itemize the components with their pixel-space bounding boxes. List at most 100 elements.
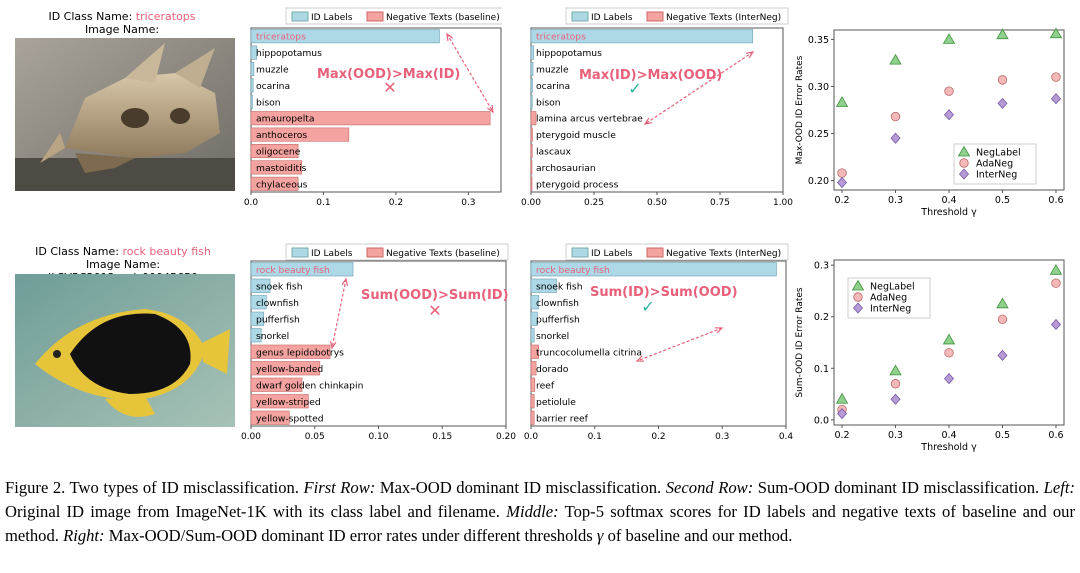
legend-label-interneg: InterNeg xyxy=(870,304,911,315)
x-tick-label: 0.2 xyxy=(834,430,849,441)
bar-category-label: triceratops xyxy=(256,32,306,43)
x-tick-label: 0.10 xyxy=(368,432,388,442)
x-tick-label: 0.3 xyxy=(461,198,475,208)
x-tick-label: 0.05 xyxy=(305,432,325,442)
y-tick-label: 0.2 xyxy=(814,312,829,323)
cross-icon: ✕ xyxy=(383,78,396,97)
bar-neg-9 xyxy=(250,176,299,191)
x-tick-label: 0.2 xyxy=(834,195,849,206)
bar-category-label: clownfish xyxy=(256,298,299,309)
point-adaneg xyxy=(944,348,954,358)
x-tick-label: 0.4 xyxy=(779,432,794,442)
point-interneg xyxy=(943,372,955,385)
bar-neg-9 xyxy=(530,410,535,425)
bar-category-label: snoek fish xyxy=(536,281,583,292)
bar-category-label: truncocolumella citrina xyxy=(536,347,642,358)
legend-swatch-id xyxy=(291,247,309,258)
caption-second-row-label: Second Row: xyxy=(665,478,754,497)
arrow-head-end xyxy=(643,117,652,125)
caption-first-row-text: Max-OOD dominant ID misclassification. xyxy=(375,478,666,497)
x-tick-label: 0.25 xyxy=(584,198,604,208)
point-interneg xyxy=(1050,318,1062,331)
bar-id-0 xyxy=(250,29,440,44)
row1-class-label: ID Class Name: xyxy=(48,10,136,23)
bar-neg-8 xyxy=(250,394,309,409)
x-tick-label: 0.6 xyxy=(1048,430,1063,441)
legend-label-neg: Negative Texts (baseline) xyxy=(386,13,500,23)
comparison-arrow xyxy=(644,51,754,125)
bar-id-4 xyxy=(250,94,253,109)
point-interneg xyxy=(836,176,848,189)
bar-legend: ID Labels Negative Texts (baseline) xyxy=(285,243,509,261)
x-tick-label: 0.6 xyxy=(1048,195,1063,206)
row2-class-value: rock beauty fish xyxy=(122,245,211,258)
bar-id-2 xyxy=(530,295,539,310)
bar-legend: ID Labels Negative Texts (InterNeg) xyxy=(565,243,789,261)
point-interneg xyxy=(943,109,955,121)
bar-neg-8 xyxy=(250,160,303,175)
bar-category-label: oligocene xyxy=(256,147,301,158)
bar-id-1 xyxy=(530,278,557,293)
bar-id-2 xyxy=(530,61,534,76)
bar-neg-9 xyxy=(530,176,533,191)
bar-category-label: hippopotamus xyxy=(536,48,602,59)
figure-caption: Figure 2. Two types of ID misclassificat… xyxy=(5,476,1075,548)
bar-id-1 xyxy=(250,45,258,60)
caption-end-text: of baseline and our method. xyxy=(603,526,793,545)
caption-left-text: Original ID image from ImageNet-1K with … xyxy=(5,502,507,521)
x-tick-label: 0.3 xyxy=(888,430,903,441)
bar-neg-7 xyxy=(250,144,299,159)
bar-id-1 xyxy=(530,45,534,60)
y-tick-label: 0.25 xyxy=(808,129,829,140)
legend-marker-adaneg xyxy=(853,292,863,302)
legend-marker-interneg xyxy=(852,302,864,314)
legend-swatch-neg xyxy=(646,247,664,258)
x-axis-label: Threshold γ xyxy=(920,442,977,453)
row2-class-line: ID Class Name: rock beauty fish xyxy=(10,245,236,258)
legend-label-id: ID Labels xyxy=(311,13,353,23)
bar-category-label: rock beauty fish xyxy=(256,265,330,276)
bar-category-label: yellow-spotted xyxy=(256,413,324,424)
y-tick-label: 0.35 xyxy=(808,35,829,46)
point-neglabel xyxy=(889,364,902,376)
y-tick-label: 0.30 xyxy=(808,82,829,93)
bar-id-4 xyxy=(530,328,535,343)
bar-category-label: yellow-striped xyxy=(256,397,321,408)
y-tick-label: 0.3 xyxy=(814,261,829,272)
legend-label-adaneg: AdaNeg xyxy=(870,293,907,304)
bar-neg-7 xyxy=(530,377,536,392)
bar-category-label: archosaurian xyxy=(536,163,596,174)
x-axis-label: Threshold γ xyxy=(920,207,977,218)
bar-id-1 xyxy=(250,278,271,293)
legend-marker-neglabel xyxy=(957,145,971,157)
bar-category-label: anthoceros xyxy=(256,130,307,141)
bar-category-label: dorado xyxy=(536,364,569,375)
arrow-head-start xyxy=(714,327,724,334)
y-tick-label: 0.1 xyxy=(814,364,829,375)
comparison-arrow xyxy=(446,33,494,113)
bar-category-label: snorkel xyxy=(256,331,289,342)
cross-icon: ✕ xyxy=(428,301,441,320)
bar-category-label: pterygoid process xyxy=(536,179,619,190)
y-tick-label: 0.20 xyxy=(808,176,829,187)
legend-swatch-id xyxy=(571,11,589,22)
bar-category-label: reef xyxy=(536,380,555,391)
bar-chart-3: ID Labels Negative Texts (baseline) rock b… xyxy=(241,243,516,442)
x-tick-label: 0.2 xyxy=(389,198,403,208)
bar-id-4 xyxy=(250,328,262,343)
bar-category-label: lascaux xyxy=(536,147,571,158)
x-tick-label: 0.5 xyxy=(995,195,1010,206)
point-neglabel xyxy=(835,96,849,107)
legend-label-neg: Negative Texts (baseline) xyxy=(386,249,500,259)
bar-neg-6 xyxy=(250,127,350,142)
legend-label-neglabel: NegLabel xyxy=(976,148,1021,159)
point-neglabel xyxy=(996,28,1009,40)
bar-neg-5 xyxy=(530,111,537,126)
point-adaneg xyxy=(1051,278,1061,288)
bar-neg-6 xyxy=(530,127,533,142)
bar-neg-7 xyxy=(250,377,303,392)
legend-marker-adaneg xyxy=(959,158,969,168)
bar-category-label: snorkel xyxy=(536,331,569,342)
x-tick-label: 1.00 xyxy=(773,198,793,208)
x-tick-label: 0.3 xyxy=(888,195,903,206)
